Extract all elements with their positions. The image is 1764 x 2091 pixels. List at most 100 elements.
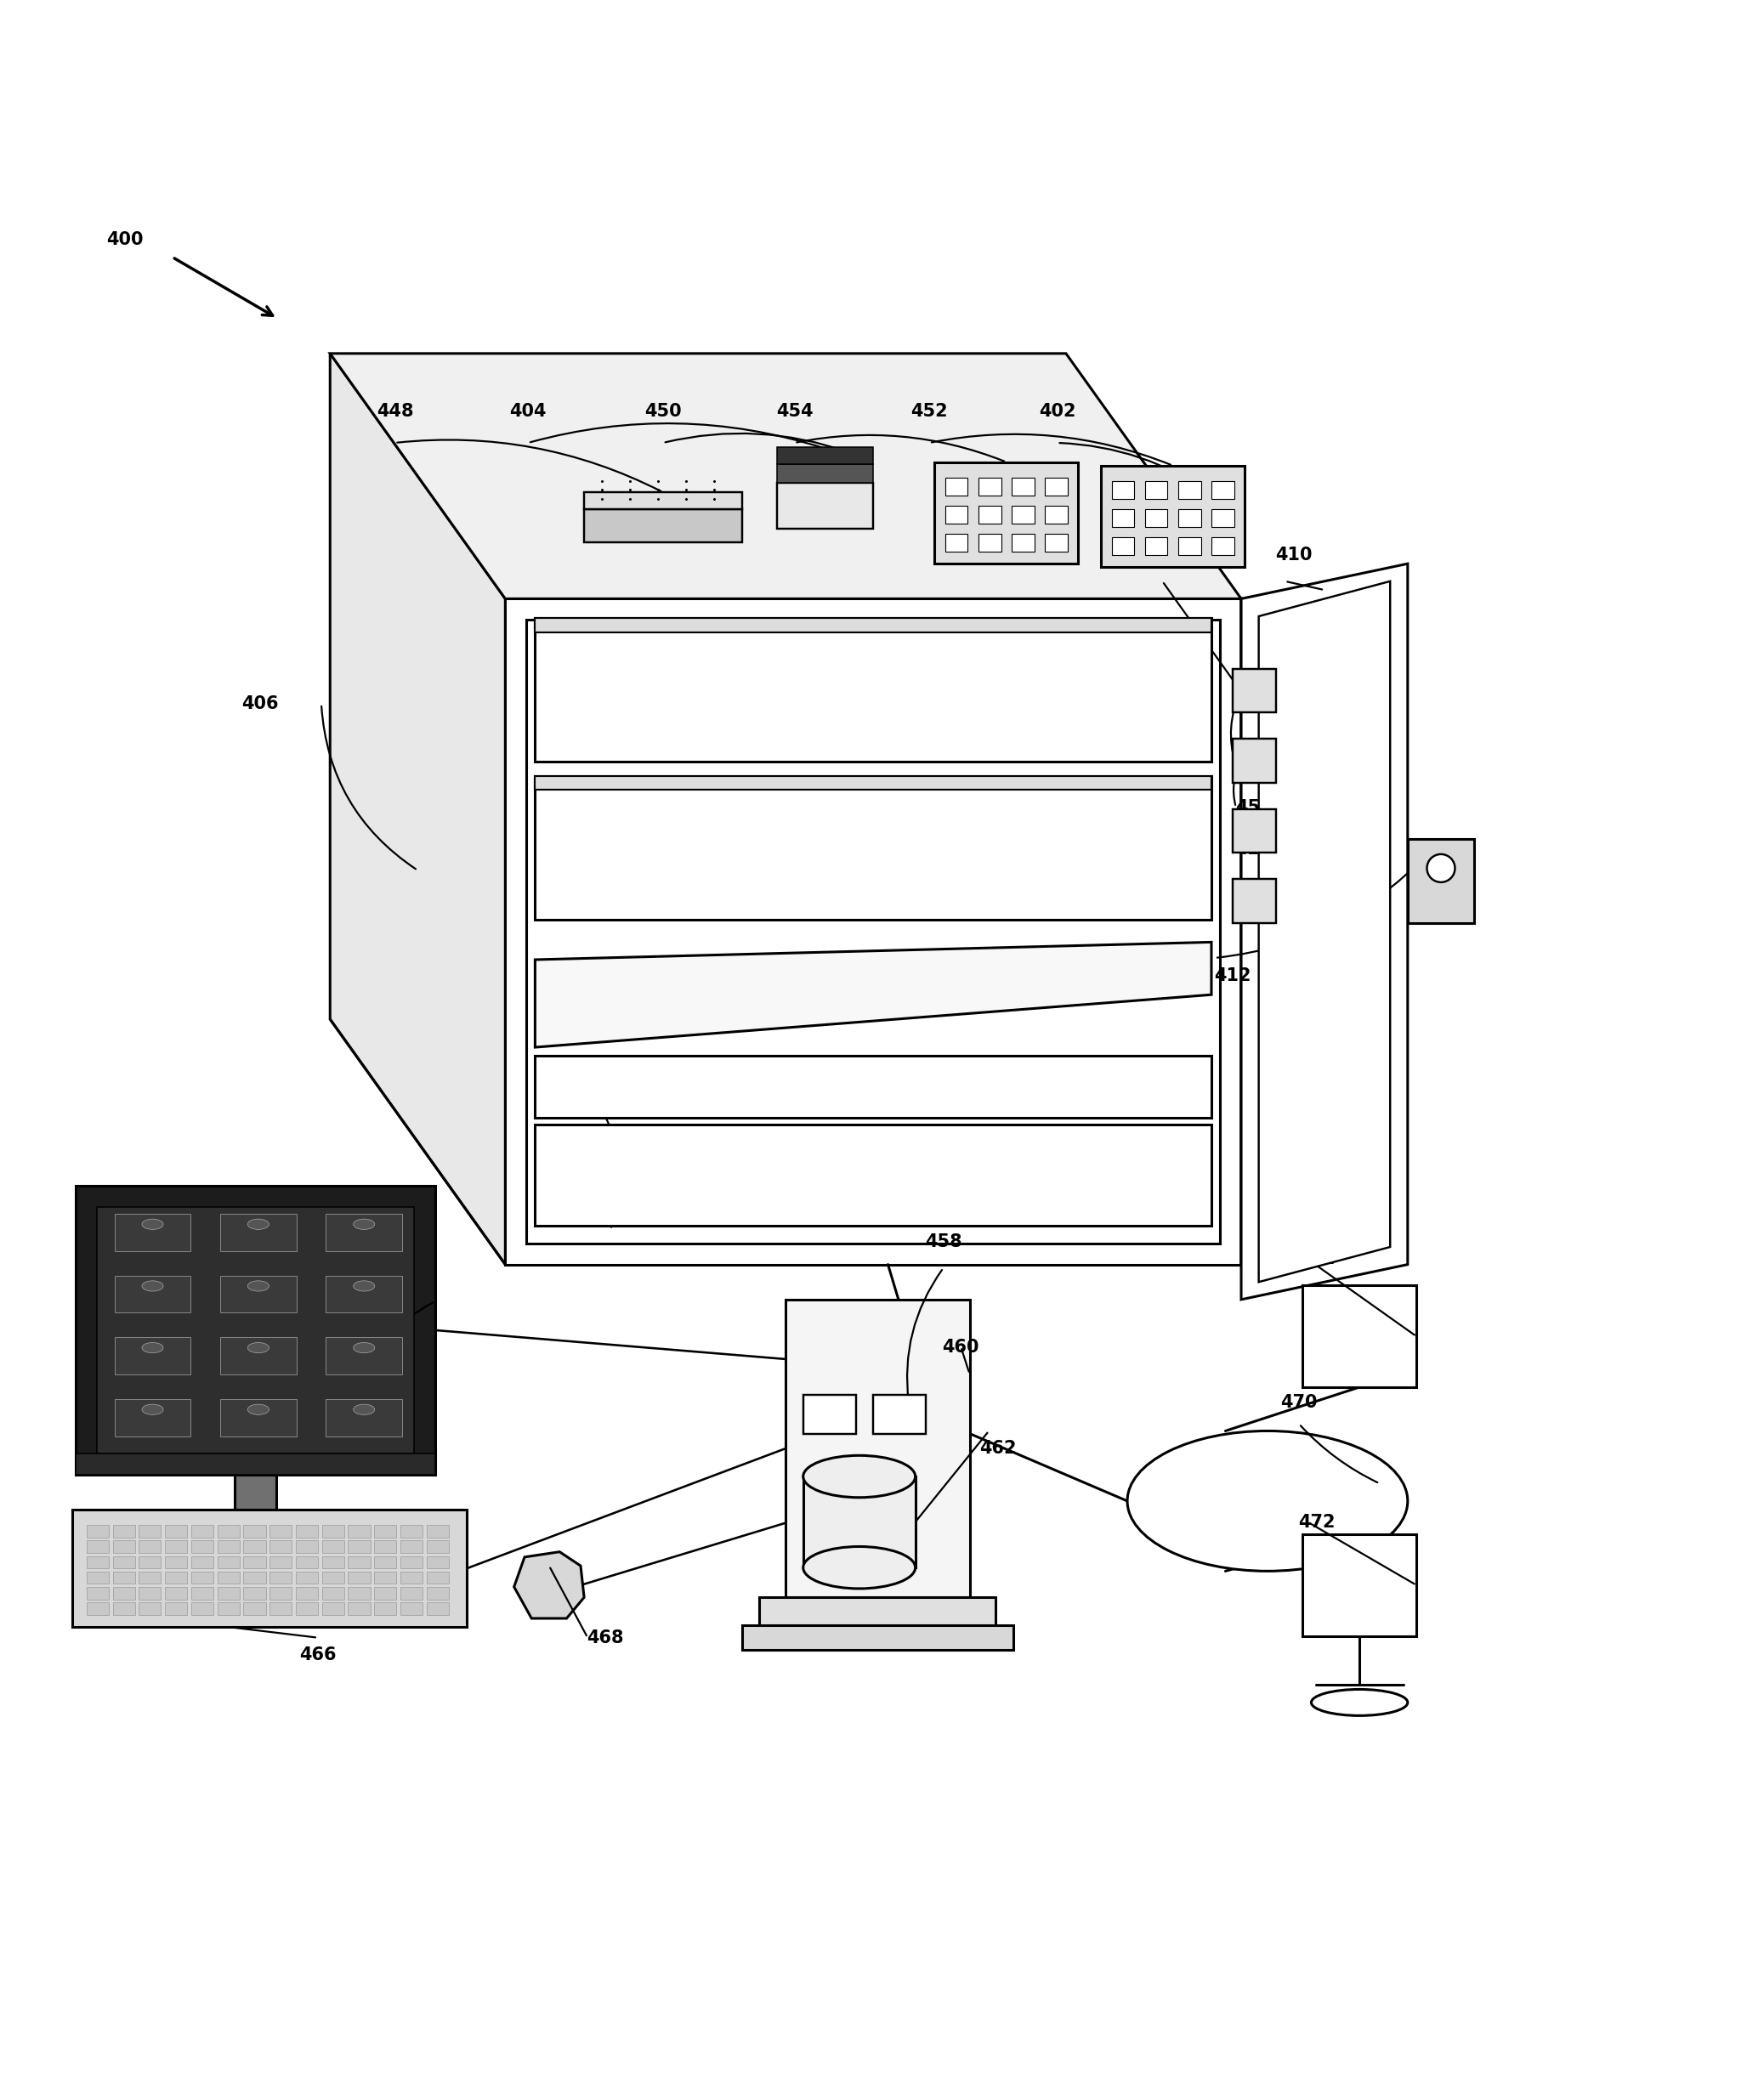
Ellipse shape xyxy=(247,1405,268,1416)
Text: 402: 402 xyxy=(1039,404,1076,420)
Circle shape xyxy=(1427,855,1455,882)
Bar xyxy=(111,1510,400,1541)
Bar xyxy=(76,1186,436,1474)
Bar xyxy=(296,1602,318,1614)
Bar xyxy=(1111,510,1134,527)
Bar xyxy=(270,1587,291,1600)
Bar xyxy=(270,1572,291,1583)
Bar xyxy=(374,1602,397,1614)
Bar xyxy=(243,1602,266,1614)
Bar xyxy=(86,1602,109,1614)
Bar xyxy=(243,1572,266,1583)
Bar xyxy=(72,1510,467,1627)
Bar xyxy=(191,1541,213,1554)
Bar xyxy=(946,506,968,523)
Bar xyxy=(86,1556,109,1568)
Bar xyxy=(400,1524,423,1537)
Text: 408: 408 xyxy=(1143,546,1180,562)
Bar xyxy=(321,1572,344,1583)
Bar xyxy=(1044,506,1067,523)
Bar xyxy=(166,1602,187,1614)
Bar xyxy=(217,1524,240,1537)
Bar xyxy=(296,1587,318,1600)
Bar xyxy=(374,1524,397,1537)
Bar xyxy=(166,1572,187,1583)
Bar xyxy=(979,533,1002,552)
Bar xyxy=(1233,669,1275,713)
Ellipse shape xyxy=(141,1342,164,1353)
Bar xyxy=(776,447,873,464)
Bar xyxy=(139,1556,161,1568)
Bar xyxy=(803,1395,856,1434)
Bar xyxy=(166,1541,187,1554)
Bar xyxy=(296,1541,318,1554)
Bar xyxy=(427,1602,448,1614)
Bar xyxy=(759,1598,997,1629)
Bar xyxy=(243,1587,266,1600)
Bar xyxy=(113,1602,134,1614)
Bar xyxy=(1044,533,1067,552)
Bar xyxy=(534,619,1212,631)
Bar xyxy=(374,1587,397,1600)
Bar xyxy=(243,1556,266,1568)
Text: 462: 462 xyxy=(979,1441,1016,1457)
Bar xyxy=(296,1524,318,1537)
Bar xyxy=(191,1572,213,1583)
Ellipse shape xyxy=(803,1547,916,1589)
Bar xyxy=(348,1587,370,1600)
Bar xyxy=(166,1556,187,1568)
Ellipse shape xyxy=(141,1405,164,1416)
Bar xyxy=(1101,466,1245,567)
Bar xyxy=(326,1399,402,1437)
Bar xyxy=(113,1541,134,1554)
Bar xyxy=(1178,510,1201,527)
Bar xyxy=(1233,738,1275,782)
Bar xyxy=(374,1572,397,1583)
Bar xyxy=(243,1524,266,1537)
Bar xyxy=(166,1524,187,1537)
Polygon shape xyxy=(1242,565,1408,1299)
Bar xyxy=(115,1399,191,1437)
Bar xyxy=(776,464,873,483)
Bar xyxy=(326,1338,402,1374)
Text: 404: 404 xyxy=(510,404,547,420)
Ellipse shape xyxy=(1311,1690,1408,1715)
Bar xyxy=(113,1572,134,1583)
Ellipse shape xyxy=(353,1405,374,1416)
Bar xyxy=(584,491,743,508)
Bar xyxy=(86,1587,109,1600)
Ellipse shape xyxy=(803,1455,916,1497)
Bar xyxy=(220,1338,296,1374)
Bar xyxy=(1145,510,1168,527)
Bar xyxy=(191,1524,213,1537)
Bar xyxy=(526,619,1221,1244)
Bar xyxy=(113,1556,134,1568)
Bar xyxy=(400,1556,423,1568)
Bar xyxy=(113,1587,134,1600)
Bar xyxy=(400,1541,423,1554)
Bar xyxy=(1408,838,1475,922)
Bar xyxy=(1302,1286,1416,1386)
Bar xyxy=(326,1276,402,1313)
Bar xyxy=(217,1572,240,1583)
Bar xyxy=(217,1556,240,1568)
Text: 464: 464 xyxy=(330,1353,367,1370)
Text: 472: 472 xyxy=(1298,1514,1335,1531)
Bar xyxy=(979,479,1002,496)
Bar xyxy=(1013,533,1034,552)
Bar xyxy=(321,1587,344,1600)
Bar xyxy=(86,1572,109,1583)
Bar xyxy=(1044,479,1067,496)
Bar xyxy=(217,1602,240,1614)
Bar xyxy=(1212,481,1235,500)
Bar xyxy=(1233,878,1275,922)
Bar xyxy=(743,1625,1013,1650)
Bar xyxy=(217,1541,240,1554)
Ellipse shape xyxy=(247,1282,268,1290)
Bar xyxy=(803,1476,916,1568)
Bar xyxy=(348,1572,370,1583)
Bar xyxy=(270,1556,291,1568)
Bar xyxy=(191,1602,213,1614)
Bar xyxy=(348,1541,370,1554)
Bar xyxy=(191,1587,213,1600)
